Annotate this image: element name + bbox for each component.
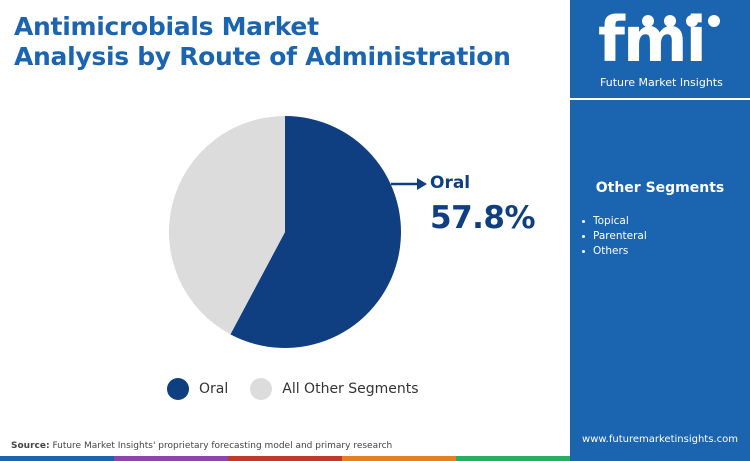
bottom-bar-seg-2 [114,456,228,461]
chart-title-line2: Analysis by Route of Administration [14,42,511,71]
legend-swatch-other [250,378,273,400]
list-item: Topical [582,214,647,229]
logo-text: fmi [598,3,707,76]
callout-value: 57.8% [430,200,536,236]
arrow-right-icon [391,178,427,190]
bottom-bar-seg-1 [0,456,114,461]
source-note: Source: Future Market Insights' propriet… [11,441,392,451]
other-segments-title: Other Segments [595,180,725,196]
list-item: Others [582,244,647,259]
pie-slice-oral [230,116,401,348]
legend-label-oral: Oral [199,381,229,397]
bottom-bar-seg-3 [228,456,342,461]
chart-title: Antimicrobials Market Analysis by Route … [14,12,554,72]
chart-title-line1: Antimicrobials Market [14,12,319,41]
bullet-icon [582,220,585,223]
bullet-icon [582,250,585,253]
segment-label: Topical [593,215,629,227]
source-text: Future Market Insights' proprietary fore… [52,441,393,451]
fmi-logo-icon: fmi Future Market Insights [578,4,742,96]
segment-label: Others [593,245,629,257]
pie-slices [168,116,401,348]
sidebar-divider [570,98,750,100]
bottom-bar-seg-5 [456,456,570,461]
logo-subtitle: Future Market Insights [600,76,723,89]
bottom-color-bar [0,456,570,461]
logo-dots-icon [642,15,720,27]
sidebar: fmi Future Market Insights Other Segment… [570,0,750,461]
legend-swatch-oral [167,378,189,400]
bullet-icon [582,235,585,238]
chart-legend: Oral All Other Segments [167,378,441,400]
source-prefix: Source: [11,441,50,451]
list-item: Parenteral [582,229,647,244]
website-link[interactable]: www.futuremarketinsights.com [582,434,738,445]
legend-item-other: All Other Segments [250,378,419,400]
legend-label-other: All Other Segments [282,381,419,397]
segment-label: Parenteral [593,230,647,242]
callout-label: Oral [430,173,471,193]
pie-chart [168,116,401,348]
legend-item-oral: Oral [167,378,228,400]
pie-slice-all-other-segments [168,116,285,335]
bottom-bar-seg-4 [342,456,456,461]
other-segments-list: Topical Parenteral Others [582,214,647,259]
